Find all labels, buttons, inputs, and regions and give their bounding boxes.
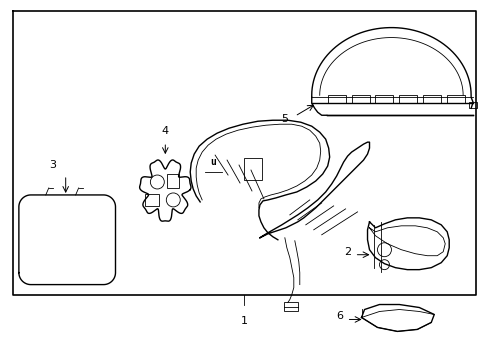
- Bar: [145, 194, 159, 206]
- Text: 2: 2: [344, 247, 350, 257]
- Bar: [468, 102, 476, 108]
- Bar: [447, 95, 464, 103]
- Text: 3: 3: [49, 160, 56, 170]
- Bar: [167, 174, 179, 188]
- Text: 5: 5: [281, 114, 288, 124]
- Bar: [375, 95, 393, 103]
- Text: 6: 6: [335, 311, 343, 321]
- Text: 4: 4: [162, 126, 168, 136]
- Bar: [399, 95, 416, 103]
- Bar: [423, 95, 440, 103]
- Text: 1: 1: [240, 316, 247, 327]
- Text: u: u: [210, 157, 216, 167]
- Bar: [244, 158, 262, 180]
- Bar: [351, 95, 369, 103]
- Bar: [283, 302, 297, 311]
- Bar: [327, 95, 345, 103]
